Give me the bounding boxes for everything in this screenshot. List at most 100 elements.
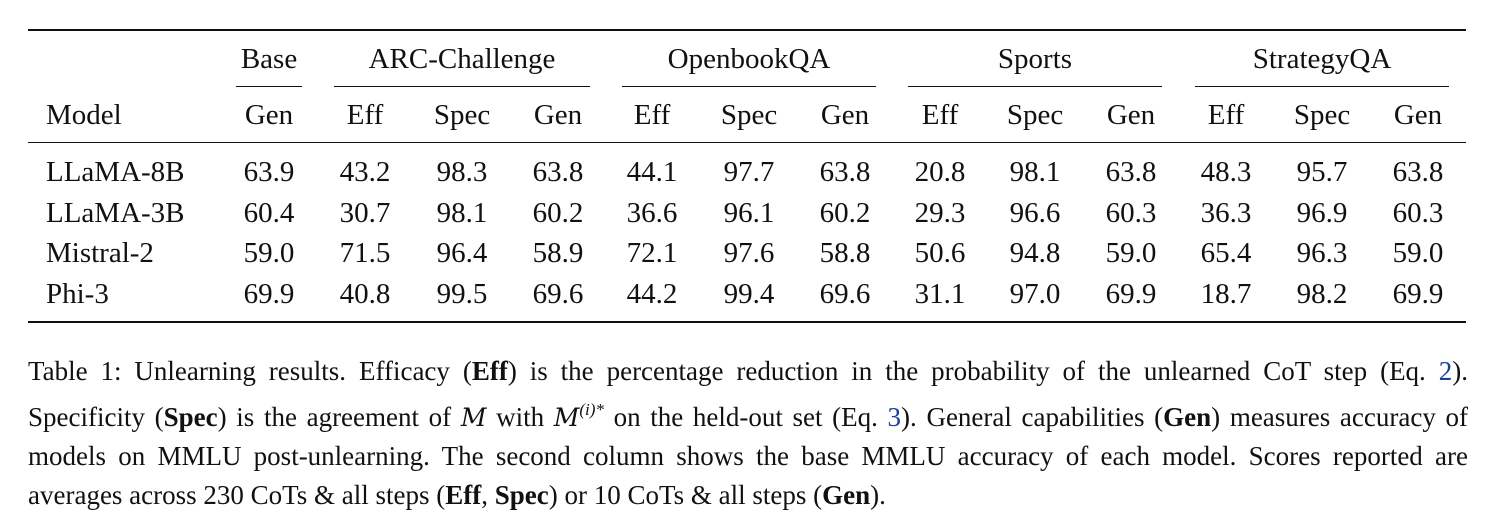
caption-text: ) is the percentage reduction in the pro… [507,356,1439,386]
model-name-cell: Mistral-2 [46,237,154,269]
score-cell: 69.9 [243,278,295,310]
model-column-header: Model [46,99,122,131]
score-cell: 65.4 [1200,237,1252,269]
caption-text: with [486,401,554,432]
score-cell: 36.3 [1200,197,1252,229]
score-cell: 20.8 [914,156,966,188]
caption-bold-term: Gen [1163,401,1212,432]
column-header-gen: Gen [820,99,870,131]
base-group-underline [236,86,302,87]
score-cell: 60.3 [1105,197,1157,229]
model-name-cell: LLaMA-3B [46,197,185,229]
column-header-gen: Gen [244,99,294,131]
column-header-eff: Eff [633,99,671,131]
group-header-sports: Sports [997,43,1073,75]
math-symbol-model: M [460,402,487,432]
score-cell: 69.6 [819,278,871,310]
score-cell: 98.1 [1009,156,1061,188]
caption-bold-term: Spec [163,401,218,432]
equation-reference-link[interactable]: 2 [1438,356,1453,386]
score-cell: 72.1 [626,237,678,269]
group-header-strategyqa: StrategyQA [1252,43,1392,75]
score-cell: 60.2 [819,197,871,229]
math-symbol-unlearned-model: M [553,402,580,432]
score-cell: 40.8 [339,278,391,310]
score-cell: 97.6 [723,237,775,269]
sports-group-underline [908,86,1162,87]
column-header-spec: Spec [720,99,778,131]
score-cell: 59.0 [243,237,295,269]
score-cell: 60.2 [532,197,584,229]
score-cell: 71.5 [339,237,391,269]
column-header-gen: Gen [533,99,583,131]
score-cell: 60.4 [243,197,295,229]
caption-text: ) measures accuracy of models on MMLU po… [28,401,1468,510]
arc-group-underline [334,86,590,87]
model-name-cell: LLaMA-8B [46,156,185,188]
group-header-base: Base [240,43,298,75]
column-header-gen: Gen [1393,99,1443,131]
score-cell: 63.8 [1105,156,1157,188]
score-cell: 36.6 [626,197,678,229]
score-cell: 60.3 [1392,197,1444,229]
model-name-cell: Phi-3 [46,278,109,310]
score-cell: 30.7 [339,197,391,229]
score-cell: 63.9 [243,156,295,188]
score-cell: 96.6 [1009,197,1061,229]
caption-bold-term: Eff [445,479,482,510]
caption-text: ). [870,479,886,510]
math-superscript: (i)* [579,399,604,419]
score-cell: 97.7 [723,156,775,188]
group-header-arc-challenge: ARC-Challenge [368,43,556,75]
equation-reference-link[interactable]: 3 [887,401,902,432]
caption-text: ). Specificity ( [28,356,1468,432]
score-cell: 59.0 [1105,237,1157,269]
score-cell: 69.9 [1105,278,1157,310]
caption-bold-term: Spec [494,479,549,510]
score-cell: 29.3 [914,197,966,229]
caption-bold-term: Gen [822,479,871,510]
column-header-spec: Spec [433,99,491,131]
caption-text: ) is the agreement of [217,401,461,432]
column-header-eff: Eff [1207,99,1245,131]
score-cell: 58.8 [819,237,871,269]
score-cell: 99.4 [723,278,775,310]
score-cell: 44.1 [626,156,678,188]
score-cell: 18.7 [1200,278,1252,310]
strategyqa-group-underline [1195,86,1449,87]
caption-text: ). General capabilities ( [901,401,1164,432]
caption-text: ) or 10 CoTs & all steps ( [548,479,823,510]
score-cell: 43.2 [339,156,391,188]
caption-text: Table 1: Unlearning results. Efficacy ( [28,356,472,386]
score-cell: 96.9 [1296,197,1348,229]
score-cell: 63.8 [819,156,871,188]
score-cell: 59.0 [1392,237,1444,269]
column-header-gen: Gen [1106,99,1156,131]
score-cell: 63.8 [532,156,584,188]
score-cell: 44.2 [626,278,678,310]
top-rule [28,29,1466,31]
column-header-eff: Eff [346,99,384,131]
score-cell: 95.7 [1296,156,1348,188]
score-cell: 96.4 [436,237,488,269]
caption-text: on the held-out set (Eq. [603,401,888,432]
score-cell: 63.8 [1392,156,1444,188]
score-cell: 98.2 [1296,278,1348,310]
score-cell: 96.1 [723,197,775,229]
column-header-spec: Spec [1293,99,1351,131]
caption-bold-term: Eff [471,356,508,386]
score-cell: 97.0 [1009,278,1061,310]
score-cell: 98.3 [436,156,488,188]
column-header-spec: Spec [1006,99,1064,131]
score-cell: 69.9 [1392,278,1444,310]
score-cell: 96.3 [1296,237,1348,269]
openbookqa-group-underline [622,86,876,87]
score-cell: 94.8 [1009,237,1061,269]
header-rule [28,142,1466,143]
group-header-openbookqa: OpenbookQA [667,43,831,75]
caption-text: , [481,479,495,510]
score-cell: 50.6 [914,237,966,269]
table-caption: Table 1: Unlearning results. Efficacy (E… [28,352,1468,514]
score-cell: 99.5 [436,278,488,310]
score-cell: 58.9 [532,237,584,269]
